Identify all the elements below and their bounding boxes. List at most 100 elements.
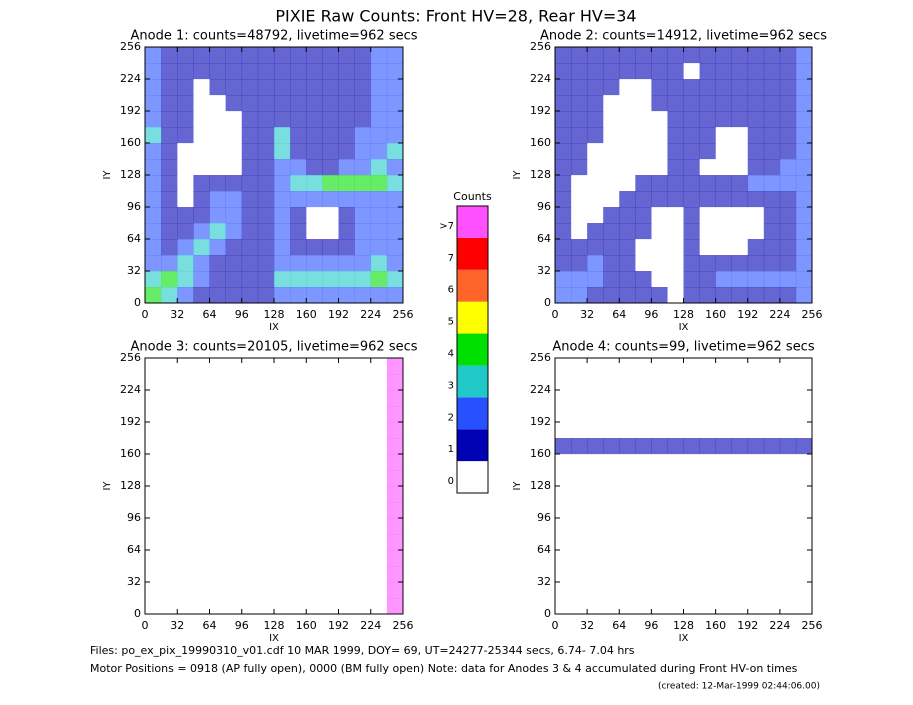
count-cell [731, 223, 749, 240]
count-cell [555, 47, 572, 64]
count-cell [651, 374, 668, 391]
count-cell [795, 95, 813, 112]
count-cell [322, 438, 339, 455]
count-cell [177, 111, 194, 128]
count-cell [209, 111, 226, 128]
count-cell [587, 502, 604, 519]
count-cell [747, 111, 765, 128]
count-cell [354, 470, 372, 487]
count-cell [161, 518, 178, 535]
count-cell [209, 207, 226, 224]
count-cell [651, 95, 668, 112]
count-cell [555, 95, 572, 112]
count-cell [571, 422, 588, 439]
count-cell [193, 191, 210, 208]
count-cell [177, 470, 194, 487]
count-cell [747, 374, 765, 391]
count-cell [386, 518, 404, 535]
count-cell [290, 207, 307, 224]
count-cell [290, 223, 307, 240]
x-tick-label: 96 [235, 308, 249, 321]
count-cell [795, 223, 813, 240]
count-cell [225, 598, 243, 615]
colorbar-label: >7 [439, 221, 454, 232]
x-tick-label: 128 [264, 619, 285, 632]
colorbar-swatch [457, 429, 488, 462]
count-cell [225, 223, 243, 240]
count-cell [731, 207, 749, 224]
count-cell [587, 271, 604, 288]
count-cell [322, 390, 339, 407]
count-cell [241, 582, 259, 599]
count-cell [779, 95, 797, 112]
count-cell [651, 111, 668, 128]
count-cell [699, 582, 716, 599]
count-cell [603, 566, 620, 583]
count-cell [667, 159, 684, 176]
count-cell [177, 454, 194, 471]
count-cell [795, 598, 813, 615]
count-cell [651, 287, 668, 304]
count-cell [306, 486, 323, 503]
count-cell [555, 223, 572, 240]
count-cell [731, 454, 749, 471]
count-cell [795, 390, 813, 407]
count-cell [290, 518, 307, 535]
count-cell [715, 598, 732, 615]
count-cell [555, 271, 572, 288]
count-cell [274, 111, 291, 128]
count-cell [290, 454, 307, 471]
count-cell [715, 191, 732, 208]
count-cell [193, 239, 210, 256]
count-cell [322, 47, 339, 64]
count-cell [571, 191, 588, 208]
count-cell [338, 63, 355, 80]
count-cell [779, 566, 797, 583]
count-cell [763, 111, 781, 128]
count-cell [555, 534, 572, 551]
x-tick-label: 64 [203, 308, 217, 321]
count-cell [747, 406, 765, 423]
count-cell [603, 159, 620, 176]
count-cell [241, 127, 259, 144]
count-cell [731, 358, 749, 375]
count-cell [145, 271, 162, 288]
count-cell [241, 191, 259, 208]
y-tick-label: 128 [120, 479, 141, 492]
count-cell [555, 191, 572, 208]
count-cell [763, 438, 781, 455]
count-cell [779, 534, 797, 551]
count-cell [322, 239, 339, 256]
count-cell [161, 470, 178, 487]
count-cell [370, 598, 388, 615]
count-cell [322, 358, 339, 375]
count-cell [193, 207, 210, 224]
count-cell [651, 255, 668, 272]
count-cell [715, 159, 732, 176]
count-cell [779, 438, 797, 455]
count-cell [619, 358, 636, 375]
count-cell [747, 63, 765, 80]
count-cell [635, 486, 652, 503]
count-cell [587, 438, 604, 455]
count-cell [747, 207, 765, 224]
count-cell [603, 47, 620, 64]
count-cell [145, 534, 162, 551]
count-cell [651, 502, 668, 519]
count-cell [667, 470, 684, 487]
count-cell [225, 143, 243, 160]
count-cell [354, 582, 372, 599]
count-cell [747, 255, 765, 272]
count-cell [177, 582, 194, 599]
count-cell [306, 271, 323, 288]
count-cell [274, 422, 291, 439]
count-cell [145, 470, 162, 487]
count-cell [386, 159, 404, 176]
count-cell [338, 438, 355, 455]
count-cell [193, 470, 210, 487]
count-cell [587, 95, 604, 112]
count-cell [274, 470, 291, 487]
count-cell [715, 422, 732, 439]
count-cell [257, 454, 275, 471]
count-cell [354, 287, 372, 304]
